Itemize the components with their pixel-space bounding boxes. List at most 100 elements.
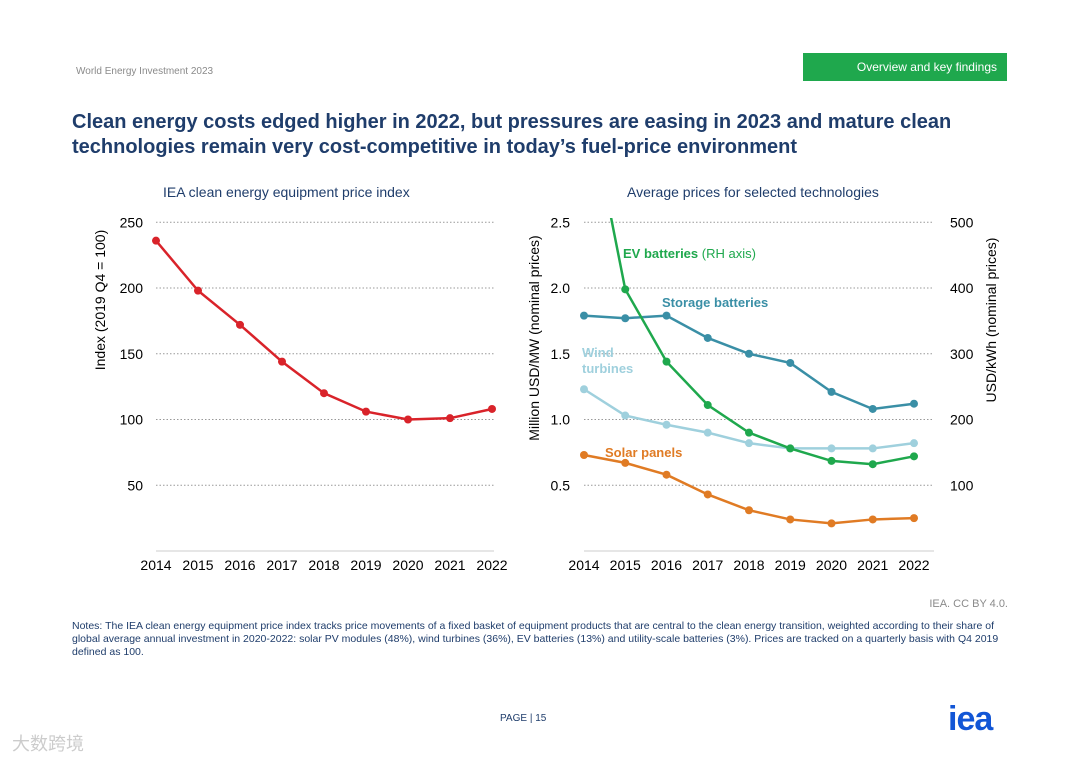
data-point — [404, 415, 412, 424]
iea-logo: iea — [948, 700, 993, 738]
series-label: EV batteries (RH axis) — [623, 246, 756, 261]
data-point — [910, 514, 918, 523]
series-storage-batteries — [580, 311, 918, 413]
series-solar-panels — [580, 451, 918, 528]
data-point — [827, 387, 836, 396]
series-label-wind-1: Wind — [582, 345, 614, 360]
data-point — [910, 439, 918, 448]
x-tick-label: 2014 — [140, 557, 171, 573]
chart1-title: IEA clean energy equipment price index — [163, 184, 410, 200]
page-title: Clean energy costs edged higher in 2022,… — [72, 111, 952, 158]
y2-tick-label: 300 — [950, 346, 974, 362]
x-tick-label: 2015 — [182, 557, 213, 573]
y-tick-label: 1.0 — [551, 412, 571, 428]
x-tick-label: 2018 — [308, 557, 339, 573]
watermark: 大数跨境 — [12, 734, 84, 754]
data-point — [910, 452, 918, 461]
data-point — [194, 286, 202, 295]
data-point — [745, 349, 753, 358]
series-label-suffix: (RH axis) — [702, 246, 756, 261]
y-tick-label: 50 — [127, 477, 143, 493]
data-point — [703, 401, 712, 410]
data-point — [621, 314, 630, 323]
data-point — [580, 77, 588, 85]
y2-tick-label: 100 — [950, 477, 974, 493]
data-point — [703, 490, 712, 499]
y-tick-label: 2.5 — [551, 214, 571, 230]
data-point — [868, 460, 877, 469]
data-point — [745, 428, 753, 437]
notes: Notes: The IEA clean energy equipment pr… — [72, 620, 999, 658]
x-tick-label: 2018 — [733, 557, 764, 573]
series-label: Solar panels — [605, 445, 682, 460]
data-point — [662, 420, 671, 429]
x-tick-label: 2020 — [816, 557, 847, 573]
x-tick-label: 2021 — [434, 557, 465, 573]
series-label: Storage batteries — [662, 295, 768, 310]
data-point — [662, 357, 671, 366]
chart2-title: Average prices for selected technologies — [627, 184, 879, 200]
data-point — [152, 236, 160, 245]
series-wind-turbines — [580, 385, 918, 453]
x-tick-label: 2016 — [651, 557, 682, 573]
x-tick-label: 2015 — [610, 557, 641, 573]
data-point — [662, 470, 671, 479]
data-point — [621, 285, 630, 294]
data-point — [488, 404, 496, 413]
y-tick-label: 200 — [120, 280, 144, 296]
data-point — [446, 414, 454, 423]
section-badge[interactable]: Overview and key findings — [803, 53, 1007, 81]
data-point — [827, 519, 836, 528]
y-tick-label: 250 — [120, 214, 144, 230]
data-point — [827, 456, 836, 465]
data-point — [703, 333, 712, 342]
y2-tick-label: 500 — [950, 214, 974, 230]
y-tick-label: 1.5 — [551, 346, 571, 362]
x-tick-label: 2017 — [266, 557, 297, 573]
series-label-name: EV batteries — [623, 246, 702, 261]
data-point — [580, 451, 588, 460]
page-number: PAGE | 15 — [500, 713, 547, 724]
data-point — [910, 399, 918, 408]
y2-axis-label: USD/kWh (nominal prices) — [983, 238, 999, 403]
data-point — [745, 506, 753, 515]
data-point — [580, 385, 588, 394]
x-tick-label: 2021 — [857, 557, 888, 573]
x-tick-label: 2020 — [392, 557, 423, 573]
x-tick-label: 2016 — [224, 557, 255, 573]
data-point — [662, 311, 671, 320]
series-label-wind-2: turbines — [582, 361, 633, 376]
y-axis-label: Index (2019 Q4 = 100) — [92, 230, 108, 371]
y2-tick-label: 200 — [950, 412, 974, 428]
data-point — [745, 439, 753, 448]
credit: IEA. CC BY 4.0. — [929, 598, 1008, 610]
data-point — [580, 311, 588, 320]
charts: 50 100 150 200 250 2014 2015 2016 2017 2018 2019 20… — [92, 77, 999, 573]
y-axis-label: Million USD/MW (nominal prices) — [526, 235, 542, 440]
data-point — [236, 320, 244, 329]
data-point — [786, 515, 795, 524]
y2-tick-label: 400 — [950, 280, 974, 296]
data-point — [278, 357, 286, 366]
data-point — [703, 428, 712, 437]
data-point — [868, 515, 877, 524]
series-label-name: Storage batteries — [662, 295, 768, 310]
y-tick-label: 100 — [120, 412, 144, 428]
series-label-name: Solar panels — [605, 445, 682, 460]
data-point — [786, 444, 795, 453]
data-point — [868, 404, 877, 413]
data-point — [621, 411, 630, 420]
data-point — [362, 407, 370, 416]
data-point — [320, 389, 328, 398]
data-point — [621, 458, 630, 467]
x-tick-label: 2019 — [350, 557, 381, 573]
x-tick-label: 2017 — [692, 557, 723, 573]
x-tick-label: 2019 — [775, 557, 806, 573]
data-point — [868, 444, 877, 453]
y-tick-label: 150 — [120, 346, 144, 362]
data-point — [827, 444, 836, 453]
series-ev-batteries — [580, 77, 918, 469]
data-point — [786, 358, 795, 367]
x-tick-label: 2022 — [898, 557, 929, 573]
y-tick-label: 0.5 — [551, 477, 571, 493]
